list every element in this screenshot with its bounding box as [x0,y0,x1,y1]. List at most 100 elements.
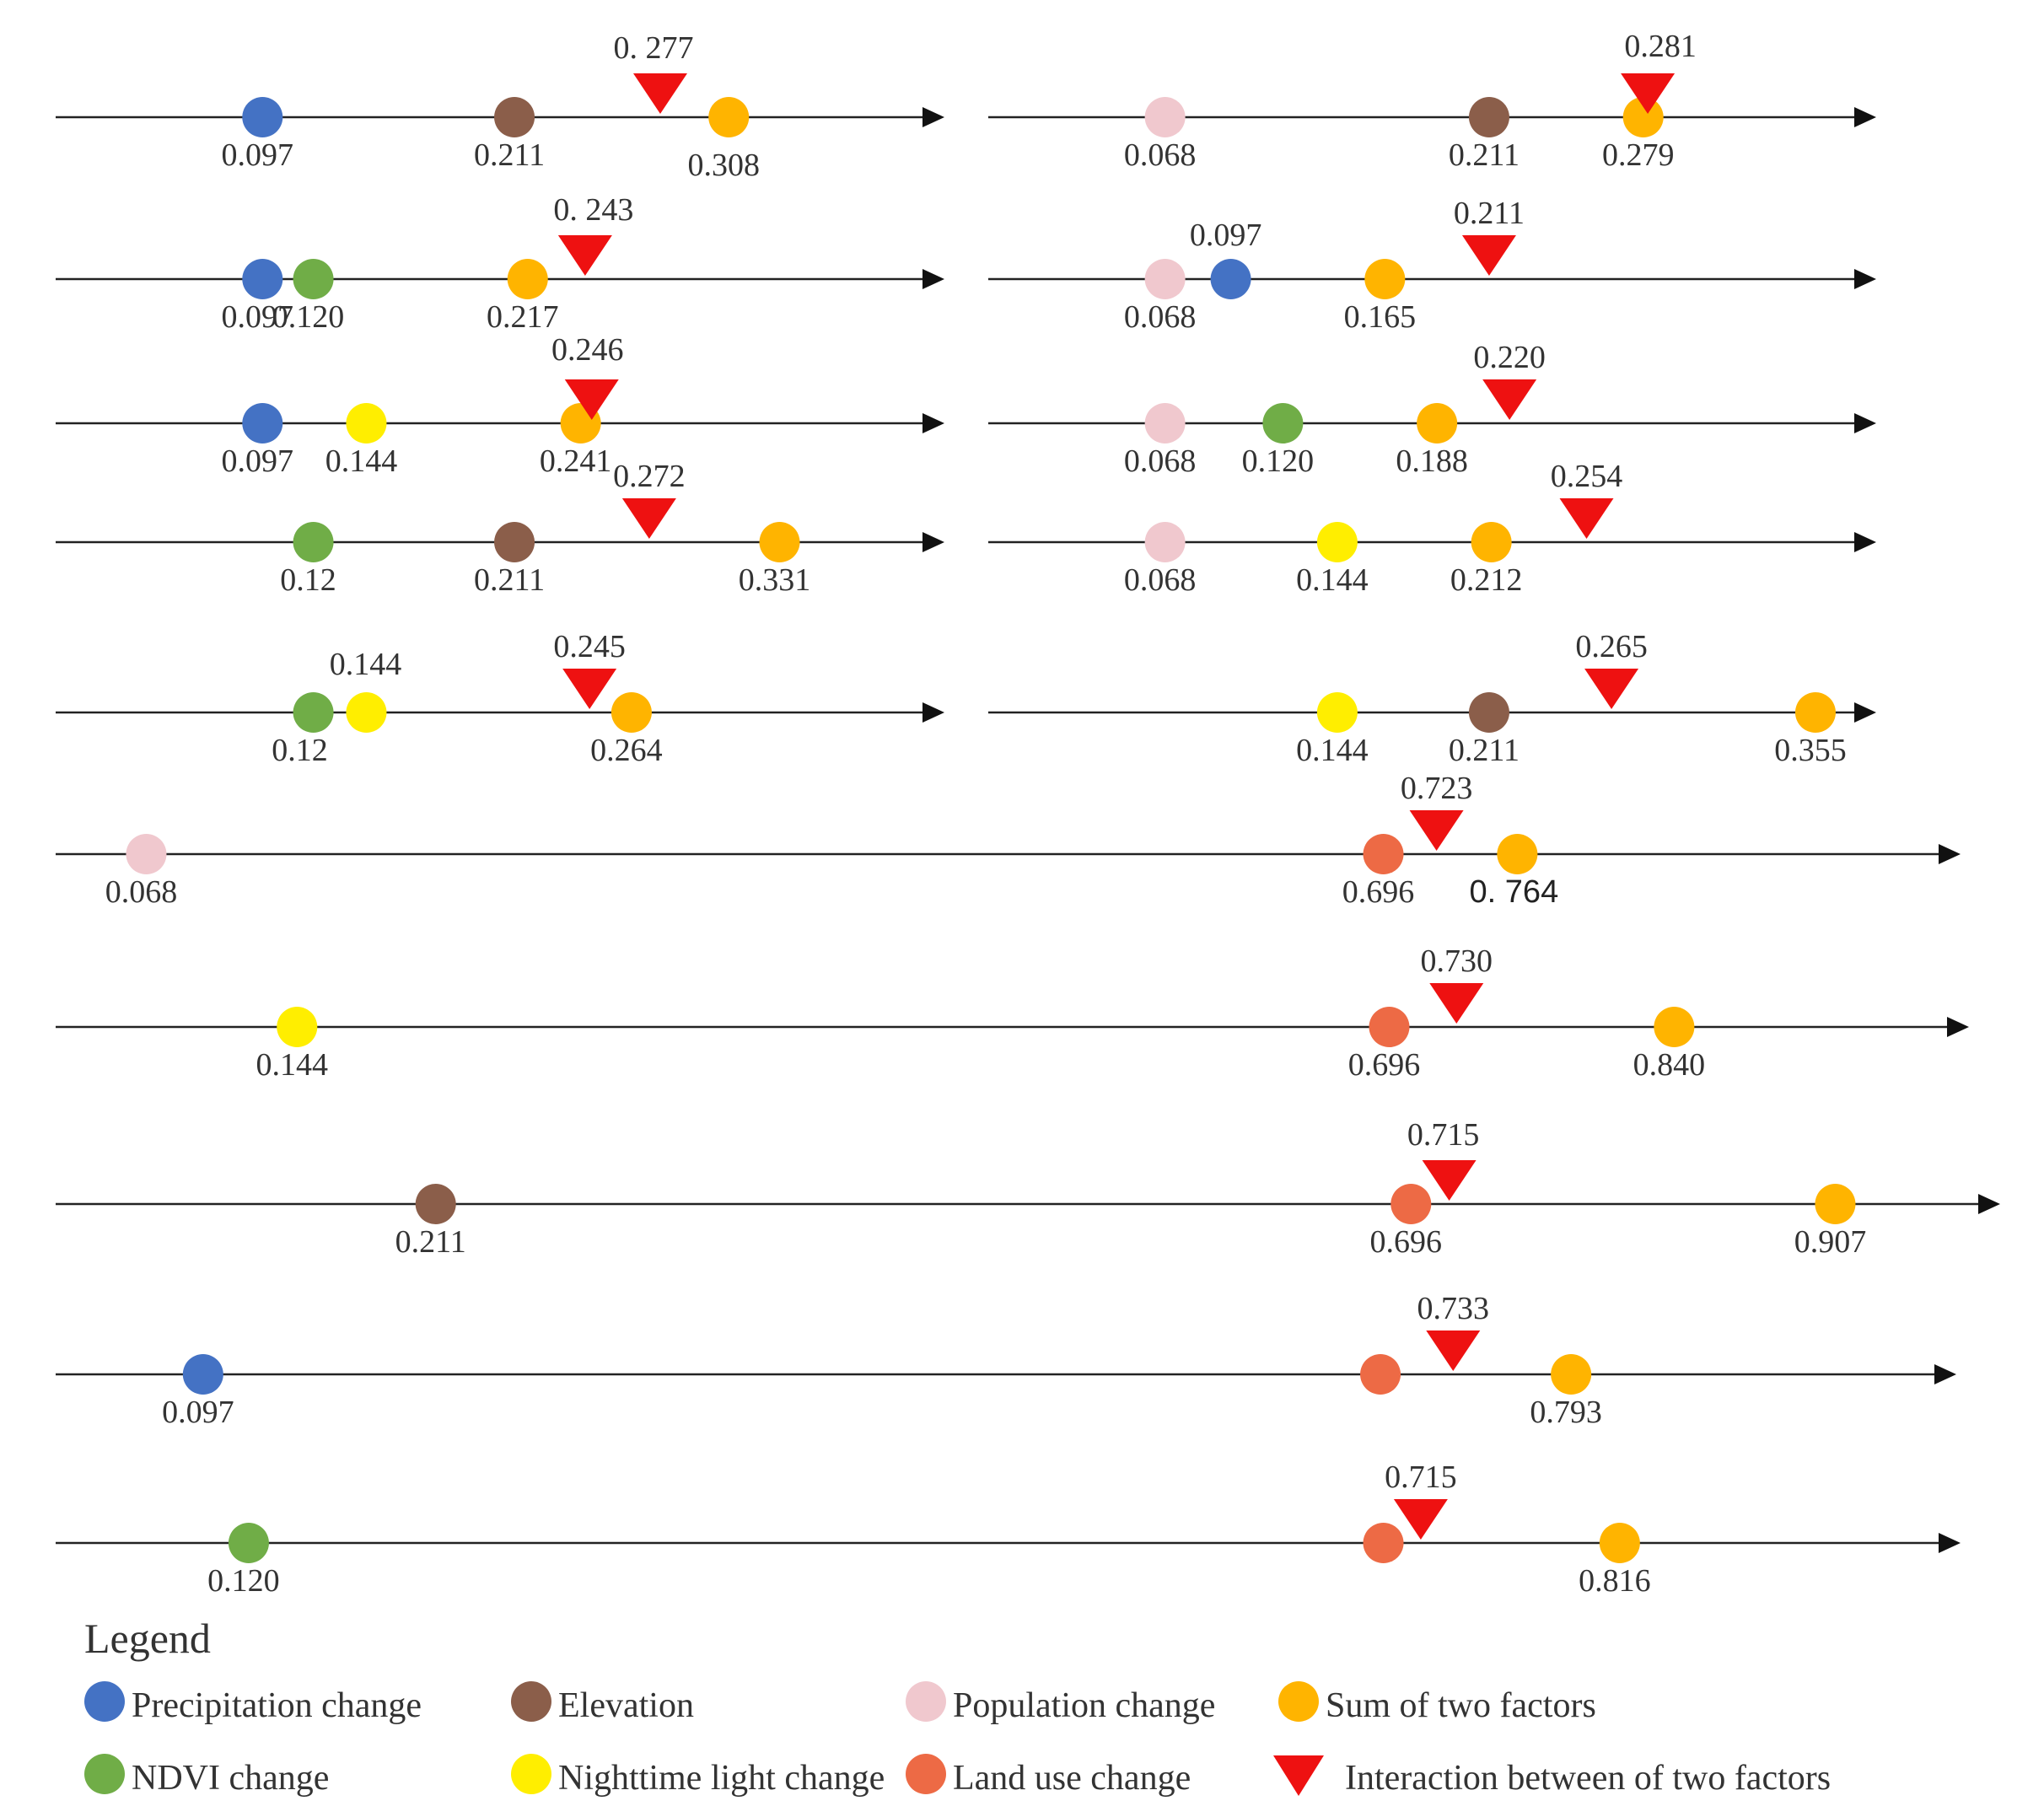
axis-arrow-row-14 [1934,1364,1956,1384]
marker-interaction-row-10 [1584,669,1639,709]
legend-swatch-nighttime-light [511,1754,551,1794]
axis-arrow-row-1 [922,107,944,127]
marker-nighttime-light-row-5 [346,403,387,443]
value-label-elevation-row-7: 0.211 [474,562,545,598]
marker-sum-row-13 [1815,1184,1856,1224]
legend-label-land-use: Land use change [953,1759,1191,1798]
marker-nighttime-light-row-9 [346,692,387,733]
value-label-interaction-row-6: 0.220 [1473,340,1546,375]
marker-precipitation-row-4 [1210,259,1251,299]
legend-swatch-elevation [511,1681,551,1722]
legend-item-precipitation: Precipitation change [84,1681,422,1725]
marker-nighttime-light-row-10 [1316,692,1358,733]
marker-land-use-row-11 [1363,834,1404,874]
value-label-precipitation-row-4: 0.097 [1190,218,1262,253]
marker-interaction-row-2 [1621,73,1676,114]
legend-item-elevation: Elevation [511,1681,694,1725]
marker-sum-row-1 [708,97,750,137]
marker-population-row-2 [1144,97,1186,137]
marker-sum-row-2 [1622,97,1664,137]
marker-precipitation-row-5 [242,403,283,443]
value-label-interaction-row-10: 0.265 [1575,629,1648,664]
marks-layer [126,73,1856,1563]
axis-arrow-row-2 [1854,107,1876,127]
value-label-interaction-row-7: 0.272 [613,459,686,494]
marker-interaction-row-1 [632,73,687,114]
value-label-sum-row-2: 0.279 [1602,137,1675,173]
value-label-population-row-11: 0.068 [105,874,178,910]
value-label-land-use-row-12: 0.696 [1348,1047,1421,1083]
marker-interaction-row-9 [562,669,617,709]
legend-swatch-ndvi [84,1754,125,1794]
value-label-interaction-row-4: 0.211 [1454,196,1525,231]
legend: Legend Precipitation change Elevation Popul… [84,1615,1831,1798]
marker-population-row-6 [1144,403,1186,443]
value-label-nighttime-light-row-10: 0.144 [1296,733,1369,768]
value-label-nighttime-light-row-8: 0.144 [1296,562,1369,598]
marker-interaction-row-4 [1461,235,1516,276]
marker-nighttime-light-row-8 [1316,522,1358,562]
marker-sum-row-10 [1794,692,1836,733]
marker-interaction-row-7 [621,498,676,539]
value-label-elevation-row-13: 0.211 [395,1224,466,1260]
value-label-elevation-row-10: 0.211 [1449,733,1520,768]
legend-item-interaction: Interaction between of two factors [1273,1755,1831,1798]
value-label-sum-row-8: 0.212 [1450,562,1523,598]
marker-interaction-row-15 [1393,1499,1448,1540]
axis-arrow-row-8 [1854,532,1876,552]
value-label-interaction-row-2: 0.281 [1624,29,1697,64]
axis-arrow-row-7 [922,532,944,552]
value-label-interaction-row-13: 0.715 [1407,1117,1480,1153]
value-label-sum-row-9: 0.264 [590,733,663,768]
value-label-precipitation-row-1: 0.097 [222,137,294,173]
value-label-precipitation-row-3: 0.097 [222,299,294,335]
value-label-land-use-row-13: 0.696 [1370,1224,1443,1260]
value-label-sum-row-15: 0.816 [1579,1563,1651,1599]
marker-population-row-11 [126,834,167,874]
marker-sum-row-14 [1551,1354,1592,1395]
legend-label-sum: Sum of two factors [1326,1686,1596,1725]
marker-interaction-row-14 [1426,1330,1481,1371]
marker-land-use-row-14 [1360,1354,1401,1395]
marker-sum-row-6 [1417,403,1458,443]
value-label-nighttime-light-row-5: 0.144 [325,443,398,479]
value-label-interaction-row-1: 0. 277 [613,30,693,66]
value-label-interaction-row-12: 0.730 [1421,943,1493,979]
legend-item-nighttime-light: Nighttime light change [511,1754,885,1798]
value-label-sum-row-11: 0. 764 [1470,874,1559,910]
marker-interaction-row-5 [564,379,619,420]
value-label-interaction-row-11: 0.723 [1401,771,1473,806]
value-label-elevation-row-2: 0.211 [1449,137,1520,173]
marker-interaction-row-11 [1409,810,1464,851]
legend-label-interaction: Interaction between of two factors [1345,1759,1831,1798]
legend-item-sum: Sum of two factors [1278,1681,1596,1725]
marker-interaction-row-3 [557,235,612,276]
legend-label-elevation: Elevation [558,1686,694,1725]
marker-population-row-8 [1144,522,1186,562]
value-label-ndvi-row-15: 0.120 [207,1563,280,1599]
labels-layer: 0.097 0.211 0.308 0. 277 0.068 0.211 0.279 0.28… [105,29,1866,1599]
marker-elevation-row-7 [494,522,535,562]
marker-interaction-row-6 [1482,379,1537,420]
legend-swatch-precipitation [84,1681,125,1722]
marker-ndvi-row-6 [1262,403,1304,443]
value-label-population-row-4: 0.068 [1124,299,1197,335]
value-label-sum-row-14: 0.793 [1530,1395,1602,1430]
marker-ndvi-row-9 [293,692,334,733]
axes-layer [56,107,2000,1553]
value-label-sum-row-12: 0.840 [1633,1047,1706,1083]
value-label-population-row-2: 0.068 [1124,137,1197,173]
marker-sum-row-3 [507,259,548,299]
marker-sum-row-15 [1599,1523,1640,1563]
marker-ndvi-row-15 [228,1523,269,1563]
value-label-interaction-row-14: 0.733 [1417,1291,1490,1326]
legend-label-ndvi: NDVI change [132,1759,329,1798]
value-label-ndvi-row-3: 0.120 [272,299,345,335]
value-label-interaction-row-8: 0.254 [1551,459,1623,494]
legend-item-land-use: Land use change [906,1754,1191,1798]
legend-label-population: Population change [953,1686,1215,1725]
axis-arrow-row-6 [1854,413,1876,433]
marker-sum-row-11 [1497,834,1538,874]
axis-arrow-row-13 [1978,1194,2000,1214]
